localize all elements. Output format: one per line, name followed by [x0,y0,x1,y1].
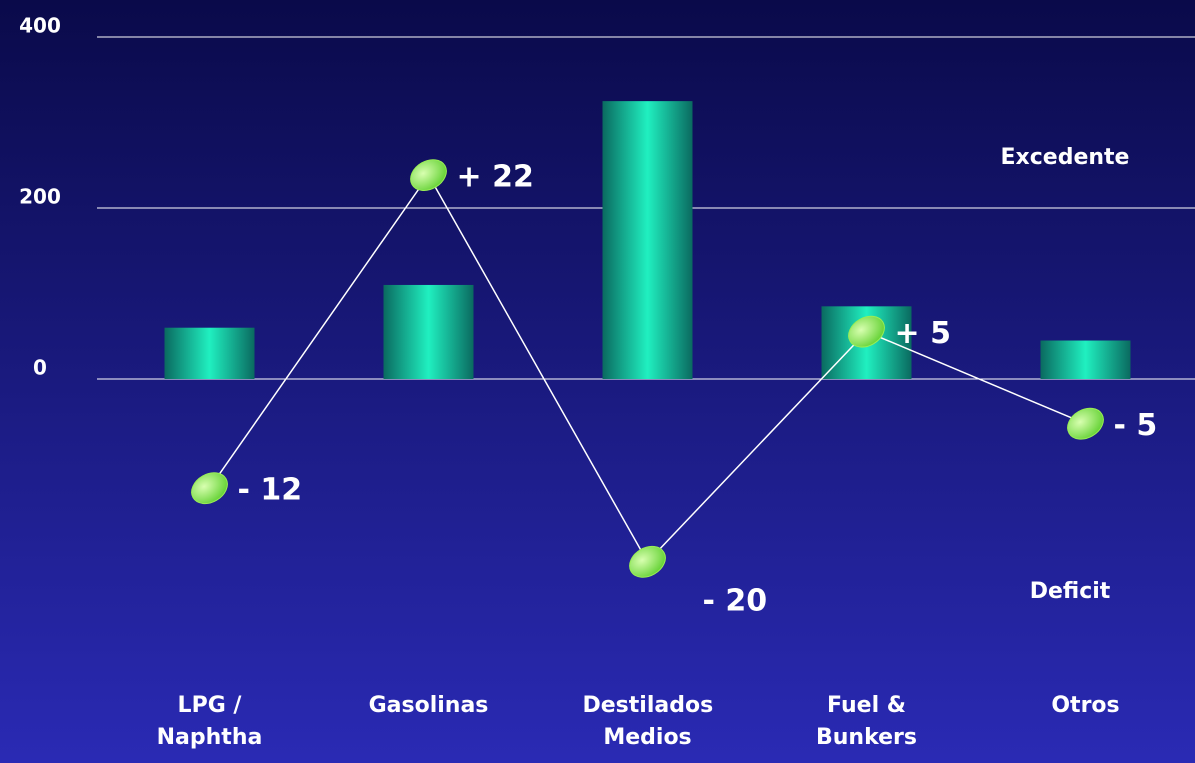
data-label: - 12 [238,473,303,508]
bar [602,101,693,379]
line-point [410,159,447,192]
line-point [1067,407,1104,440]
annotation: Deficit [1030,579,1111,604]
bar [383,284,474,379]
y-tick-label: 0 [33,356,47,380]
data-label: + 5 [895,316,951,351]
data-label: - 5 [1114,408,1158,443]
bar [1040,340,1131,379]
x-tick-label: Fuel & Bunkers [816,693,917,750]
line-point [191,472,228,505]
bar [164,327,255,379]
x-tick-label: LPG / Naphtha [156,693,263,750]
x-tick-label: Gasolinas [368,693,489,718]
data-label: - 20 [703,583,768,618]
annotation: Excedente [1001,145,1130,170]
x-tick-label: Otros [1051,693,1120,718]
y-tick-label: 200 [19,185,61,209]
line-point [848,315,885,348]
line-point [629,545,666,578]
x-tick-label: Destilados Medios [582,693,714,750]
y-tick-label: 400 [19,14,61,38]
data-label: + 22 [457,160,534,195]
